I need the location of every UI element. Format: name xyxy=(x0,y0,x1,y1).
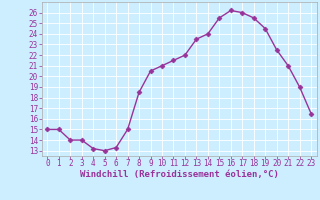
X-axis label: Windchill (Refroidissement éolien,°C): Windchill (Refroidissement éolien,°C) xyxy=(80,170,279,179)
